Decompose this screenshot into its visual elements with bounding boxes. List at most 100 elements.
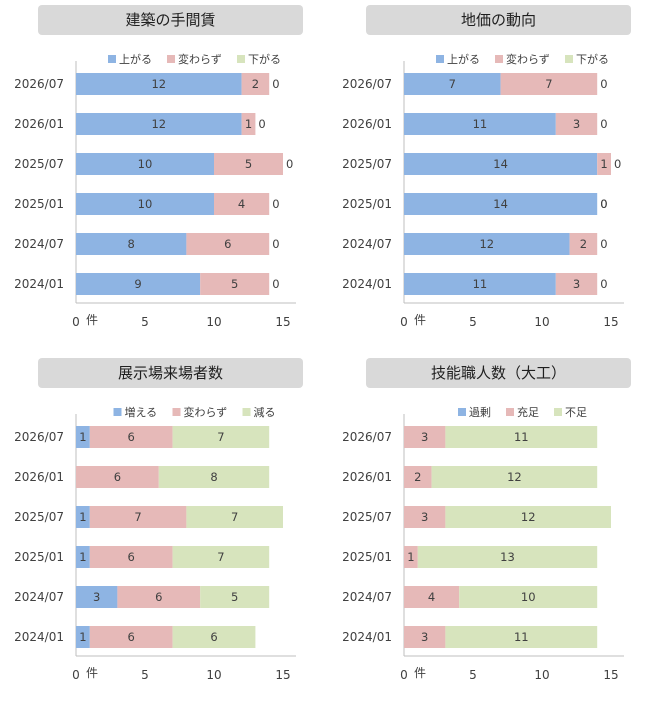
bar-segment bbox=[404, 193, 598, 215]
category-label: 2026/01 bbox=[342, 117, 392, 131]
x-tick-label: 15 bbox=[603, 315, 618, 329]
legend-swatch bbox=[113, 408, 122, 416]
x-unit-label: 件 bbox=[86, 313, 98, 327]
chart-legend: 上がる 変わらず 下がる bbox=[108, 52, 281, 66]
bar-segment bbox=[76, 626, 90, 648]
data-label: 0 bbox=[600, 197, 607, 211]
category-label: 2024/01 bbox=[14, 630, 64, 644]
data-label: 8 bbox=[210, 470, 217, 484]
category-label: 2025/01 bbox=[342, 197, 392, 211]
x-tick-label: 5 bbox=[469, 315, 477, 329]
bar-segment bbox=[76, 466, 159, 488]
legend-swatch bbox=[237, 55, 245, 63]
x-unit-label: 件 bbox=[86, 666, 98, 680]
bar-segment bbox=[459, 586, 598, 608]
data-label: 6 bbox=[224, 237, 231, 251]
category-label: 2026/07 bbox=[342, 430, 392, 444]
category-label: 2025/01 bbox=[342, 550, 392, 564]
legend-label: 変わらず bbox=[506, 52, 550, 66]
data-label: 1 bbox=[79, 510, 86, 524]
bar-segment bbox=[200, 586, 270, 608]
data-label: 0 bbox=[272, 237, 279, 251]
chart-title-box bbox=[366, 5, 631, 35]
data-label: 12 bbox=[521, 510, 536, 524]
data-label: 11 bbox=[473, 117, 488, 131]
legend-label: 下がる bbox=[248, 52, 281, 66]
legend-label: 不足 bbox=[565, 406, 587, 419]
bar-segment bbox=[555, 273, 598, 295]
chart-title: 地価の動向 bbox=[461, 11, 536, 29]
legend-swatch bbox=[108, 55, 116, 63]
data-label: 2 bbox=[414, 470, 421, 484]
x-tick-label: 10 bbox=[206, 315, 221, 329]
bar-segment bbox=[76, 426, 90, 448]
data-label: 0 bbox=[272, 77, 279, 91]
category-label: 2026/01 bbox=[342, 470, 392, 484]
data-label: 7 bbox=[217, 430, 224, 444]
bar-segment bbox=[500, 73, 598, 95]
data-label: 1 bbox=[79, 630, 86, 644]
data-label: 0 bbox=[600, 77, 607, 91]
legend-swatch bbox=[436, 55, 444, 63]
data-label: 4 bbox=[238, 197, 245, 211]
x-tick-label: 10 bbox=[206, 668, 221, 682]
data-label: 6 bbox=[128, 630, 135, 644]
bar-segment bbox=[404, 426, 446, 448]
category-label: 2024/07 bbox=[14, 590, 64, 604]
data-label: 12 bbox=[151, 117, 166, 131]
chart-title: 展示場来場者数 bbox=[118, 364, 223, 382]
bar-segment bbox=[76, 233, 187, 255]
data-label: 12 bbox=[151, 77, 166, 91]
chart-svg: 技能職人数（大工）過剰充足不足2026/0703112026/010212202… bbox=[342, 358, 631, 682]
x-tick-label: 0 bbox=[400, 315, 408, 329]
category-label: 2026/07 bbox=[14, 430, 64, 444]
x-tick-label: 0 bbox=[72, 315, 80, 329]
bar-segment bbox=[172, 626, 256, 648]
bar-segment bbox=[445, 626, 598, 648]
bar-segment bbox=[76, 586, 118, 608]
legend-swatch bbox=[554, 408, 562, 416]
bar-segment bbox=[76, 153, 214, 175]
bar-segment bbox=[555, 113, 598, 135]
data-label: 3 bbox=[573, 277, 580, 291]
data-label: 6 bbox=[128, 550, 135, 564]
x-tick-label: 0 bbox=[72, 668, 80, 682]
data-label: 9 bbox=[134, 277, 141, 291]
data-label: 0 bbox=[600, 237, 607, 251]
category-label: 2026/01 bbox=[14, 117, 64, 131]
category-label: 2024/01 bbox=[14, 277, 64, 291]
bar-segment bbox=[431, 466, 598, 488]
bar-segment bbox=[186, 506, 283, 528]
bar-segment bbox=[186, 233, 270, 255]
data-label: 1 bbox=[407, 550, 414, 564]
bar-segment bbox=[404, 586, 460, 608]
x-tick-label: 5 bbox=[141, 668, 149, 682]
legend-label: 増える bbox=[125, 406, 158, 419]
bar-segment bbox=[200, 273, 270, 295]
bar-segment bbox=[172, 426, 270, 448]
category-label: 2024/07 bbox=[342, 590, 392, 604]
bar-segment bbox=[117, 586, 201, 608]
bar-segment bbox=[404, 466, 432, 488]
legend-swatch bbox=[172, 408, 181, 416]
chart-legend: 増える 変わらず 減る bbox=[113, 405, 276, 419]
chart-title: 技能職人数（大工） bbox=[431, 364, 566, 382]
bar-segment bbox=[76, 273, 201, 295]
data-label: 10 bbox=[138, 157, 153, 171]
data-label: 1 bbox=[79, 550, 86, 564]
data-label: 0 bbox=[600, 277, 607, 291]
bar-segment bbox=[241, 113, 256, 135]
x-unit-label: 件 bbox=[414, 666, 426, 680]
chart-legend: 過剰 充足 不足 bbox=[458, 405, 587, 419]
data-label: 1 bbox=[79, 430, 86, 444]
data-label: 3 bbox=[421, 510, 428, 524]
category-label: 2025/01 bbox=[14, 197, 64, 211]
data-label: 11 bbox=[473, 277, 488, 291]
x-tick-label: 15 bbox=[603, 668, 618, 682]
data-label: 11 bbox=[514, 430, 529, 444]
bar-segment bbox=[76, 73, 242, 95]
data-label: 1 bbox=[600, 157, 607, 171]
bar-segment bbox=[404, 546, 418, 568]
bar-segment bbox=[214, 193, 270, 215]
x-tick-label: 15 bbox=[275, 315, 290, 329]
